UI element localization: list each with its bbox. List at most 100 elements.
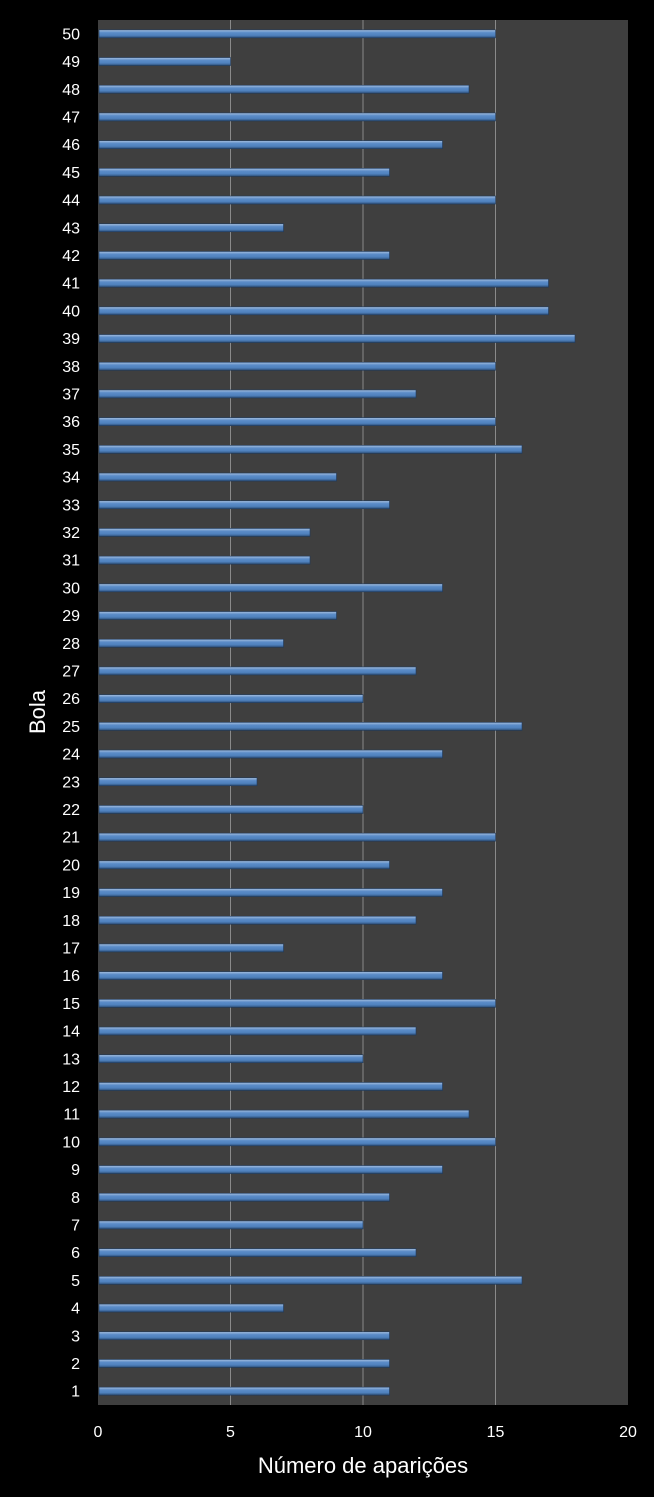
bar <box>98 1054 364 1064</box>
y-tick-label: 35 <box>62 442 80 459</box>
bar <box>98 860 390 870</box>
bar <box>98 777 258 787</box>
y-tick-label: 19 <box>62 885 80 902</box>
bar <box>98 500 390 510</box>
bar <box>98 528 311 537</box>
y-tick-label: 13 <box>62 1051 80 1068</box>
bar <box>98 1082 443 1091</box>
bar <box>98 334 576 343</box>
y-tick-label: 50 <box>62 26 80 43</box>
y-tick-label: 38 <box>62 359 80 376</box>
bar <box>98 472 337 482</box>
y-tick-label: 28 <box>62 636 80 653</box>
bar <box>98 195 496 205</box>
y-tick-label: 6 <box>71 1245 80 1262</box>
bar <box>98 749 443 759</box>
y-tick-label: 26 <box>62 691 80 708</box>
bar <box>98 1165 443 1174</box>
y-tick-label: 42 <box>62 248 80 265</box>
bar <box>98 1109 470 1119</box>
y-tick-label: 34 <box>62 470 80 487</box>
y-tick-label: 9 <box>71 1162 80 1179</box>
bar <box>98 611 337 620</box>
y-tick-label: 14 <box>62 1024 80 1041</box>
x-axis-title: Número de aparições <box>258 1453 468 1478</box>
y-tick-label: 40 <box>62 303 80 320</box>
bar <box>98 1248 417 1257</box>
bar <box>98 1303 284 1313</box>
y-tick-label: 21 <box>62 830 80 847</box>
bar <box>98 306 549 316</box>
bar <box>98 583 443 593</box>
y-tick-label: 8 <box>71 1190 80 1207</box>
y-tick-label: 30 <box>62 580 80 597</box>
bar <box>98 555 311 565</box>
y-tick-label: 5 <box>71 1273 80 1290</box>
bar <box>98 1137 496 1147</box>
y-tick-label: 37 <box>62 386 80 403</box>
y-tick-label: 32 <box>62 525 80 542</box>
bar <box>98 1192 390 1202</box>
bar <box>98 140 443 149</box>
x-tick-label: 10 <box>354 1424 372 1441</box>
bar <box>98 694 364 703</box>
bar <box>98 223 284 233</box>
y-tick-label: 46 <box>62 137 80 154</box>
bar <box>98 84 470 94</box>
y-tick-label: 29 <box>62 608 80 625</box>
y-tick-label: 43 <box>62 220 80 237</box>
bar <box>98 638 284 648</box>
bar <box>98 445 523 454</box>
bar <box>98 943 284 953</box>
x-tick-label: 20 <box>619 1424 637 1441</box>
y-tick-label: 47 <box>62 109 80 126</box>
y-tick-label: 7 <box>71 1217 80 1234</box>
bar <box>98 1386 390 1396</box>
y-tick-label: 4 <box>71 1301 80 1318</box>
bar <box>98 251 390 260</box>
bar <box>98 57 231 66</box>
y-tick-label: 23 <box>62 774 80 791</box>
y-tick-label: 45 <box>62 165 80 182</box>
y-tick-label: 17 <box>62 940 80 957</box>
bar <box>98 805 364 814</box>
y-tick-label: 48 <box>62 82 80 99</box>
y-tick-label: 1 <box>71 1384 80 1401</box>
bar <box>98 832 496 842</box>
x-tick-label: 0 <box>94 1424 103 1441</box>
y-tick-label: 12 <box>62 1079 80 1096</box>
bar <box>98 1359 390 1368</box>
bar <box>98 999 496 1008</box>
bar <box>98 666 417 676</box>
y-tick-label: 36 <box>62 414 80 431</box>
y-tick-label: 44 <box>62 193 80 210</box>
bar <box>98 168 390 177</box>
bar <box>98 915 417 925</box>
bar <box>98 112 496 122</box>
bar <box>98 361 496 371</box>
y-tick-label: 15 <box>62 996 80 1013</box>
y-tick-label: 20 <box>62 857 80 874</box>
x-tick-label: 15 <box>487 1424 505 1441</box>
y-tick-label: 39 <box>62 331 80 348</box>
bar <box>98 1331 390 1341</box>
y-tick-label: 22 <box>62 802 80 819</box>
bar <box>98 278 549 288</box>
y-tick-label: 33 <box>62 497 80 514</box>
y-tick-label: 3 <box>71 1328 80 1345</box>
bar <box>98 1220 364 1230</box>
bar <box>98 888 443 897</box>
bar <box>98 971 443 980</box>
x-tick-label: 5 <box>226 1424 235 1441</box>
y-tick-label: 16 <box>62 968 80 985</box>
y-tick-label: 25 <box>62 719 80 736</box>
bar <box>98 417 496 426</box>
y-tick-label: 49 <box>62 54 80 71</box>
bar <box>98 1276 523 1285</box>
y-tick-label: 10 <box>62 1134 80 1151</box>
y-tick-label: 2 <box>71 1356 80 1373</box>
y-tick-label: 11 <box>63 1107 80 1124</box>
bar <box>98 389 417 399</box>
y-tick-label: 18 <box>62 913 80 930</box>
